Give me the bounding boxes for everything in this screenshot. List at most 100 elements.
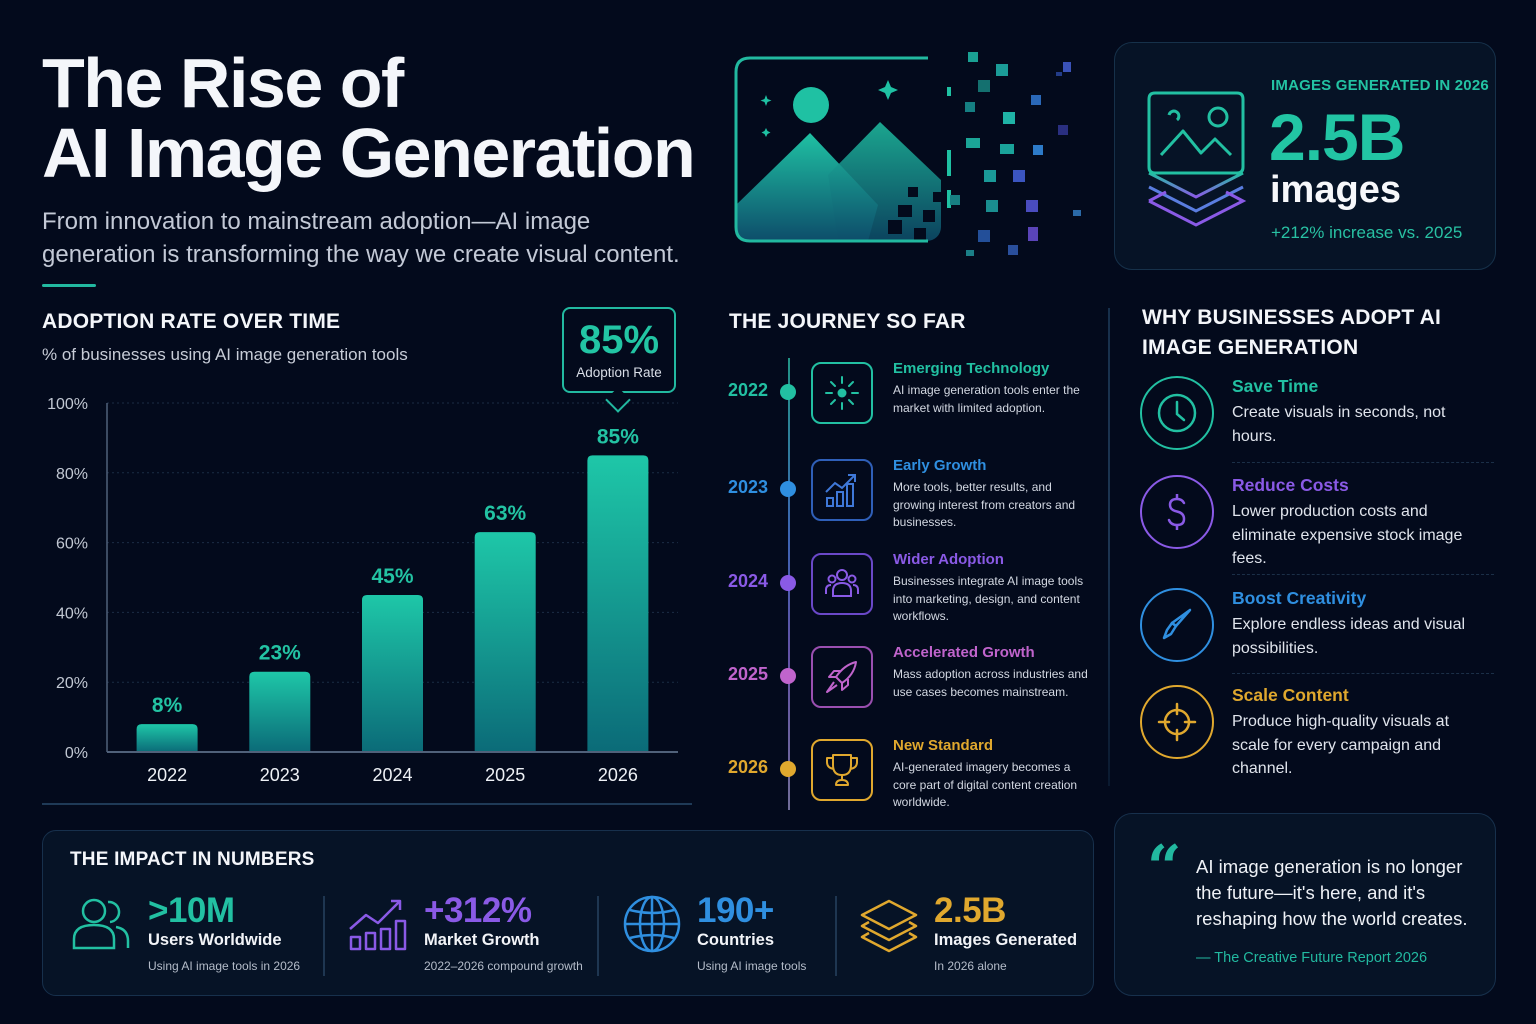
metric-countries: 190+ Countries Using AI image tools — [621, 891, 841, 981]
dollar-icon — [1167, 494, 1186, 530]
timeline-year: 2023 — [728, 477, 769, 497]
timeline-title: Accelerated Growth — [893, 644, 1035, 661]
why-desc: Create visuals in seconds, not hours. — [1232, 404, 1446, 445]
timeline-year: 2025 — [728, 664, 769, 684]
stat-label: IMAGES GENERATED IN 2026 — [1271, 77, 1489, 94]
metric-value: +312% — [424, 891, 532, 930]
timeline-item-2024: 2024 Wider Adoption Businesses integrate… — [728, 551, 1098, 641]
timeline-icon-box — [811, 459, 873, 521]
pixel-particles — [947, 52, 1081, 256]
y-tick-label: 80% — [56, 466, 88, 483]
metric-sub: 2022–2026 compound growth — [424, 959, 583, 973]
timeline-desc: Mass adoption across industries and use … — [893, 667, 1088, 699]
timeline-title: New Standard — [893, 737, 994, 754]
metric-value: >10M — [148, 891, 235, 930]
y-tick-label: 100% — [47, 396, 88, 413]
timeline-title: Wider Adoption — [893, 551, 1004, 568]
x-tick-label: 2026 — [598, 765, 638, 785]
timeline-item-2026: 2026 New Standard AI-generated imagery b… — [728, 737, 1098, 827]
timeline-desc: AI-generated imagery becomes a core part… — [893, 760, 1078, 809]
why-icon-circle — [1140, 588, 1214, 662]
why-title: Reduce Costs — [1232, 475, 1349, 495]
timeline-item-2023: 2023 Early Growth More tools, better res… — [728, 457, 1098, 547]
timeline-item-2022: 2022 Emerging Technology AI image genera… — [728, 360, 1098, 450]
timeline-title: Early Growth — [893, 457, 987, 474]
growth-chart-icon — [825, 474, 856, 507]
timeline-desc: Businesses integrate AI image tools into… — [893, 574, 1084, 623]
timeline-icon-box — [811, 739, 873, 801]
timeline-title: Emerging Technology — [893, 360, 1050, 377]
why-separator — [1232, 673, 1494, 674]
page-subtitle: From innovation to mainstream adoption—A… — [42, 208, 680, 268]
x-tick-label: 2022 — [147, 765, 187, 785]
timeline-desc: More tools, better results, and growing … — [893, 480, 1076, 529]
why-desc: Explore endless ideas and visual possibi… — [1232, 616, 1466, 657]
why-desc: Lower production costs and eliminate exp… — [1232, 503, 1463, 567]
quote-card: “ AI image generation is no longer the f… — [1114, 813, 1496, 996]
crosshair-icon — [1157, 702, 1197, 742]
stat-unit: images — [1270, 169, 1401, 211]
timeline-icon-box — [811, 646, 873, 708]
stacked-image-icon — [1147, 91, 1247, 227]
x-tick-label: 2024 — [372, 765, 412, 785]
why-icon-circle — [1140, 685, 1214, 759]
data-label: 85% — [597, 425, 639, 448]
stat-change: +212% increase vs. 2025 — [1271, 223, 1463, 242]
timeline-dot — [780, 481, 796, 497]
data-label: 63% — [484, 502, 526, 525]
bar-2026 — [587, 455, 649, 752]
why-heading: WHY BUSINESSES ADOPT AI IMAGE GENERATION — [1142, 306, 1442, 359]
users-icon — [72, 898, 130, 950]
metric-separator — [835, 896, 837, 976]
why-separator — [1232, 462, 1494, 463]
rocket-icon — [826, 661, 857, 693]
metric-separator — [323, 896, 325, 976]
data-label: 45% — [371, 565, 413, 588]
sparkle-icon — [825, 376, 859, 410]
timeline-year: 2024 — [728, 571, 769, 591]
title-line-2: AI Image Generation — [42, 114, 696, 192]
why-icon-circle — [1140, 376, 1214, 450]
quote-text: AI image generation is no longer the fut… — [1196, 856, 1468, 929]
metric-label: Market Growth — [424, 931, 540, 949]
callout-label: Adoption Rate — [576, 365, 662, 380]
clock-icon — [1157, 393, 1197, 433]
why-separator — [1232, 574, 1494, 575]
metric-label: Users Worldwide — [148, 931, 282, 949]
page-title: The Rise of AI Image Generation — [42, 44, 696, 192]
timeline-dot — [780, 384, 796, 400]
bar-2023 — [249, 671, 311, 752]
globe-icon — [623, 895, 681, 953]
timeline-dot — [780, 761, 796, 777]
timeline-heading: THE JOURNEY SO FAR — [729, 310, 966, 333]
column-divider — [1108, 308, 1110, 786]
quote-source: — The Creative Future Report 2026 — [1196, 950, 1428, 966]
metric-market-growth: +312% Market Growth 2022–2026 compound g… — [348, 891, 598, 981]
data-label: 8% — [152, 694, 183, 717]
metric-users: >10M Users Worldwide Using AI image tool… — [70, 891, 320, 981]
bar-2025 — [474, 532, 536, 752]
y-tick-label: 40% — [56, 605, 88, 622]
why-title: Boost Creativity — [1232, 588, 1367, 608]
paintbrush-icon — [1162, 608, 1192, 640]
callout-value: 85% — [578, 318, 660, 362]
y-tick-label: 60% — [56, 536, 88, 553]
quote-mark-icon: “ — [1147, 833, 1182, 903]
metric-value: 190+ — [697, 891, 774, 930]
title-line-1: The Rise of — [42, 44, 404, 122]
timeline-year: 2022 — [728, 380, 769, 400]
metric-sub: In 2026 alone — [934, 959, 1007, 973]
bar-2024 — [362, 594, 423, 752]
stat-value: 2.5B — [1269, 100, 1405, 174]
why-item-reduce-costs: Reduce Costs Lower production costs and … — [1140, 475, 1496, 575]
why-item-scale-content: Scale Content Produce high-quality visua… — [1140, 685, 1496, 785]
accent-divider — [42, 284, 96, 287]
metric-label: Countries — [697, 931, 775, 949]
x-tick-label: 2025 — [485, 765, 525, 785]
metric-sub: Using AI image tools — [697, 959, 807, 973]
metric-images: 2.5B Images Generated In 2026 alone — [858, 891, 1088, 981]
trophy-icon — [826, 754, 858, 786]
adoption-callout: 85% Adoption Rate — [562, 307, 676, 393]
metric-label: Images Generated — [934, 931, 1078, 949]
timeline-year: 2026 — [728, 757, 769, 777]
